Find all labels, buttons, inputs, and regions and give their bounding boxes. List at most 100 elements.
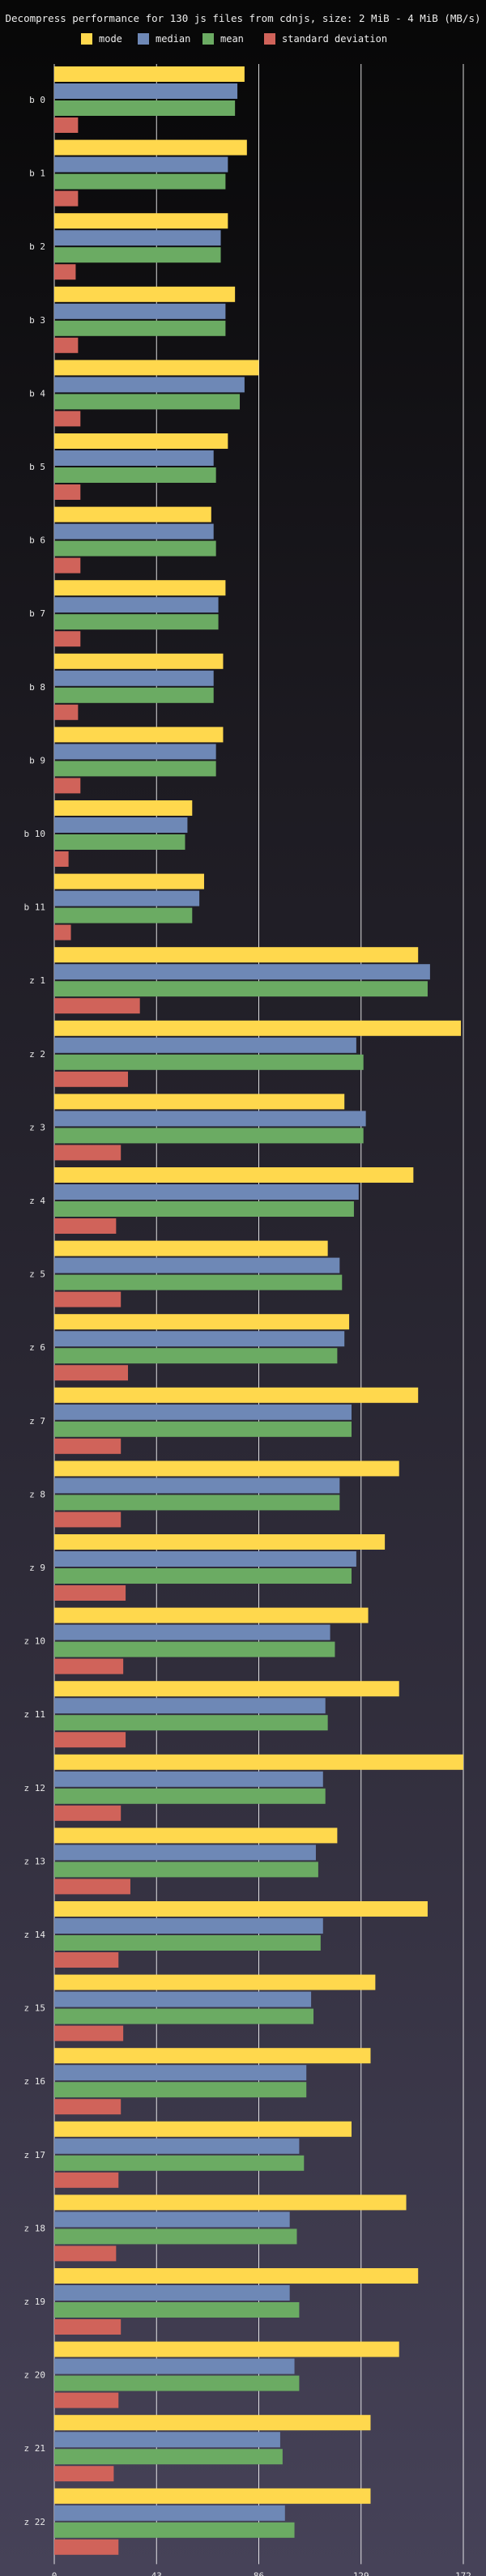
y-category-label: z 11 [24,1709,46,1720]
bar-mean-b-1 [54,173,226,190]
bar-median-b-6 [54,523,214,540]
bar-standard-deviation-b-0 [54,117,79,133]
bar-mean-z-21 [54,2449,283,2465]
bar-median-z-1 [54,964,430,980]
bar-mean-b-11 [54,907,193,923]
y-category-label: z 10 [24,1636,46,1647]
bar-mode-z-12 [54,1754,463,1770]
bar-standard-deviation-z-9 [54,1585,126,1601]
bar-standard-deviation-z-17 [54,2172,119,2188]
bar-standard-deviation-z-2 [54,1071,129,1087]
bar-mean-z-8 [54,1495,340,1511]
bar-mode-z-19 [54,2268,419,2284]
bar-median-z-22 [54,2505,285,2521]
bar-standard-deviation-b-6 [54,557,81,574]
bar-mean-b-2 [54,247,221,263]
bar-mean-b-7 [54,614,219,630]
y-category-label: z 3 [29,1122,45,1132]
bar-standard-deviation-b-8 [54,704,79,720]
bar-mode-b-4 [54,360,259,376]
y-category-label: b 7 [29,608,45,619]
bar-median-b-5 [54,450,214,466]
bar-median-z-21 [54,2432,280,2448]
bar-mode-b-3 [54,286,236,302]
y-category-label: z 8 [29,1489,45,1499]
y-category-label: b 3 [29,315,45,326]
bar-standard-deviation-z-20 [54,2392,119,2408]
bar-median-z-9 [54,1551,356,1567]
y-category-label: z 9 [29,1563,45,1573]
bar-mode-z-18 [54,2194,407,2211]
bar-mode-z-17 [54,2121,352,2137]
bar-mean-z-6 [54,1348,338,1364]
bar-standard-deviation-b-3 [54,337,79,353]
bar-mode-z-6 [54,1314,350,1330]
bar-standard-deviation-z-15 [54,2025,124,2041]
x-axis-labels: 0 43 86 129 172 [52,2570,471,2576]
bar-standard-deviation-z-6 [54,1365,129,1381]
bar-mode-z-11 [54,1681,399,1697]
y-category-label: z 12 [24,1783,46,1793]
chart-title: Decompress performance for 130 js files … [6,12,481,24]
bar-mean-b-0 [54,100,236,116]
y-category-label: z 20 [24,2370,46,2381]
bar-median-z-10 [54,1624,330,1640]
bar-standard-deviation-z-10 [54,1658,124,1674]
bar-mode-b-1 [54,139,247,156]
bar-median-z-5 [54,1257,340,1273]
bar-standard-deviation-z-4 [54,1218,117,1234]
y-category-label: z 7 [29,1416,45,1427]
y-category-label: z 15 [24,2003,46,2014]
bar-standard-deviation-b-5 [54,484,81,500]
y-category-label: b 9 [29,755,45,766]
legend-swatch-0 [81,33,92,45]
y-axis-labels: b 0 b 1 b 2 b 3 b 4 b 5 b 6 b 7 b 8 b 9 b 10 b 11 z … [24,95,46,2527]
bar-mode-b-10 [54,800,193,816]
bar-mode-z-14 [54,1901,428,1917]
legend-label-3: standard deviation [282,33,387,45]
bar-median-z-6 [54,1331,345,1347]
bar-mean-z-1 [54,981,428,997]
bar-mode-z-1 [54,947,419,963]
bar-standard-deviation-z-21 [54,2466,114,2482]
bar-mode-b-7 [54,580,226,596]
bar-mean-z-10 [54,1641,335,1657]
bar-mean-b-3 [54,320,226,336]
bar-median-b-0 [54,83,238,99]
bar-standard-deviation-z-19 [54,2319,122,2335]
bar-mode-b-6 [54,506,211,522]
bar-median-z-2 [54,1037,356,1053]
bar-mode-z-20 [54,2341,399,2357]
y-category-label: b 2 [29,241,45,252]
bar-mean-b-9 [54,761,216,777]
bar-mean-z-18 [54,2228,297,2245]
bar-mean-z-22 [54,2522,295,2538]
y-category-label: z 18 [24,2223,46,2233]
bar-standard-deviation-b-4 [54,411,81,427]
y-category-label: z 19 [24,2297,46,2307]
bar-mode-b-9 [54,727,224,743]
bar-standard-deviation-z-1 [54,998,140,1014]
bar-median-z-4 [54,1184,359,1200]
y-category-label: z 17 [24,2150,46,2160]
y-category-label: z 16 [24,2076,46,2087]
bar-standard-deviation-b-2 [54,264,76,280]
x-tick-label: 43 [151,2570,162,2576]
bar-mean-z-20 [54,2375,300,2391]
bar-mean-z-3 [54,1128,364,1144]
bar-mean-z-2 [54,1054,364,1070]
bar-standard-deviation-z-22 [54,2539,119,2555]
bar-mean-b-4 [54,394,241,410]
bar-mean-z-17 [54,2155,305,2171]
y-category-label: z 4 [29,1196,45,1206]
y-category-label: z 1 [29,975,45,986]
y-category-label: b 6 [29,535,45,546]
bar-median-z-8 [54,1478,340,1494]
bar-standard-deviation-z-3 [54,1145,122,1161]
bar-standard-deviation-b-9 [54,778,81,794]
y-category-label: b 1 [29,168,45,179]
bar-median-z-16 [54,2065,307,2081]
bar-mode-b-8 [54,653,224,669]
legend-label-0: mode [99,33,122,45]
